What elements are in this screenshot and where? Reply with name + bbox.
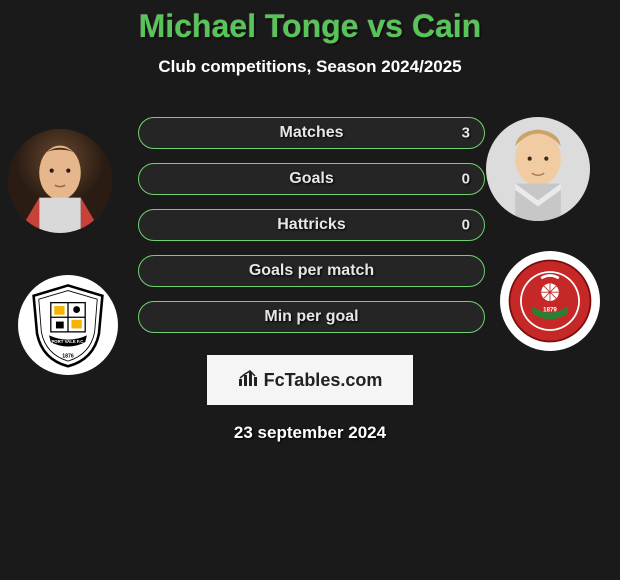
- subtitle: Club competitions, Season 2024/2025: [0, 57, 620, 77]
- stat-row-goals-per-match: Goals per match: [138, 255, 485, 287]
- stat-row-goals: Goals 0: [138, 163, 485, 195]
- club-right-crest-icon: 1879: [506, 257, 594, 345]
- player-right-avatar: [486, 117, 590, 221]
- stat-label: Min per goal: [264, 308, 358, 326]
- stat-row-min-per-goal: Min per goal: [138, 301, 485, 333]
- page-title: Michael Tonge vs Cain: [0, 8, 620, 45]
- stat-label: Goals: [289, 170, 333, 188]
- stat-label: Hattricks: [277, 216, 345, 234]
- player-left-avatar: [8, 129, 112, 233]
- club-right-badge: 1879: [500, 251, 600, 351]
- stats-list: Matches 3 Goals 0 Hattricks 0 Goals per …: [138, 117, 485, 333]
- stat-right-value: 3: [462, 125, 470, 142]
- stat-right-value: 0: [462, 171, 470, 188]
- comparison-body: PORT VALE F.C. 1876: [0, 107, 620, 447]
- club-left-badge: PORT VALE F.C. 1876: [18, 275, 118, 375]
- stat-label: Goals per match: [249, 262, 374, 280]
- stat-row-hattricks: Hattricks 0: [138, 209, 485, 241]
- watermark-text: FcTables.com: [264, 370, 383, 391]
- watermark: FcTables.com: [207, 355, 413, 405]
- date-label: 23 september 2024: [0, 423, 620, 443]
- svg-text:1876: 1876: [62, 354, 74, 360]
- stat-label: Matches: [279, 124, 343, 142]
- stat-row-matches: Matches 3: [138, 117, 485, 149]
- svg-text:PORT VALE F.C.: PORT VALE F.C.: [51, 339, 84, 344]
- club-left-crest-icon: PORT VALE F.C. 1876: [25, 282, 111, 368]
- stat-right-value: 0: [462, 217, 470, 234]
- svg-text:1879: 1879: [543, 307, 557, 314]
- player-left-face-icon: [8, 129, 112, 233]
- chart-icon: [238, 369, 258, 392]
- player-right-face-icon: [486, 117, 590, 221]
